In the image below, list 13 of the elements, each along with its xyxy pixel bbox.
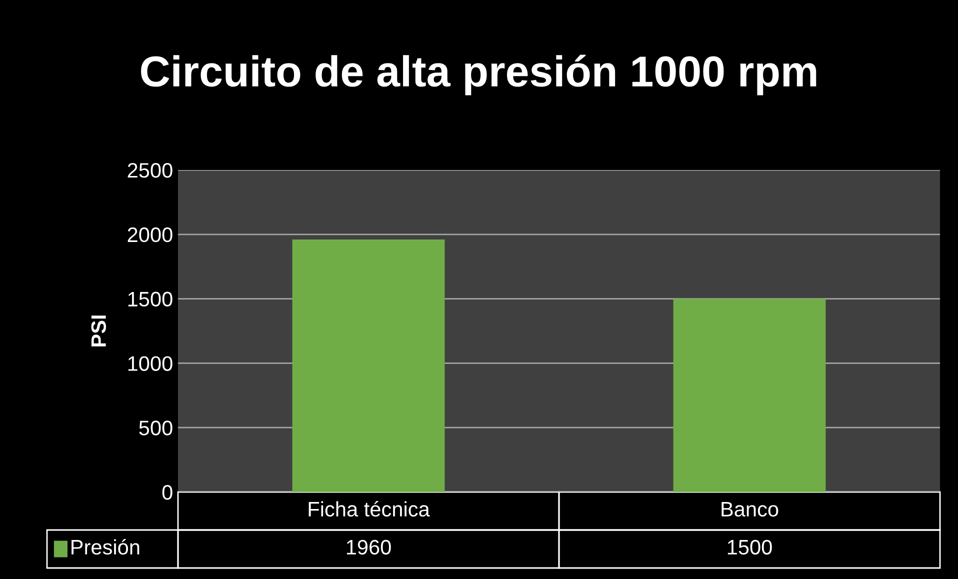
y-tick-label: 2500	[128, 163, 172, 178]
y-tick-label: 0	[162, 485, 172, 500]
data-label: 1960	[346, 540, 391, 555]
y-tick-label: 1500	[128, 292, 172, 307]
data-label: 1500	[728, 540, 772, 555]
chart-title: Circuito de alta presión 1000 rpm	[141, 54, 816, 96]
x-tick-label: Ficha técnica	[308, 501, 430, 517]
y-tick-label: 2000	[128, 227, 172, 242]
y-tick-label: 500	[139, 420, 172, 436]
y-tick-label: 1000	[128, 356, 172, 371]
y-axis-title: PSI	[91, 316, 106, 346]
x-tick-label: Banco	[722, 502, 778, 517]
legend-label: Presión	[72, 539, 140, 555]
